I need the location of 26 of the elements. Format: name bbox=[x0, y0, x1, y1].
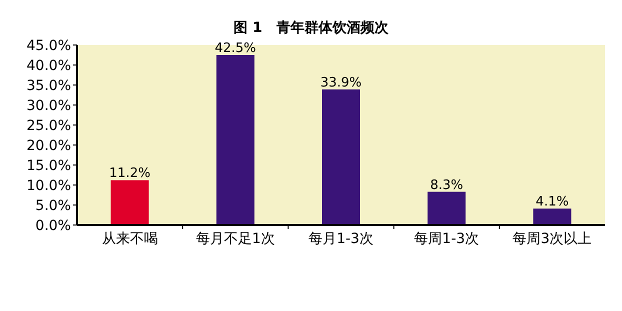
y-tick-label: 30.0% bbox=[26, 98, 71, 114]
x-tick-label: 每周1-3次 bbox=[414, 231, 480, 247]
bar bbox=[428, 192, 466, 225]
y-tick-label: 0.0% bbox=[35, 218, 71, 234]
x-tick-label: 每月1-3次 bbox=[308, 231, 374, 247]
data-label: 8.3% bbox=[430, 178, 464, 193]
x-tick-label: 每周3次以上 bbox=[512, 231, 592, 247]
x-tick-label: 每月不足1次 bbox=[196, 231, 275, 247]
bar bbox=[110, 180, 149, 225]
data-label: 42.5% bbox=[214, 41, 256, 56]
y-tick-label: 25.0% bbox=[26, 118, 71, 134]
y-tick-label: 35.0% bbox=[26, 78, 71, 94]
data-label: 11.2% bbox=[109, 166, 150, 182]
bar bbox=[533, 208, 572, 225]
data-label: 4.1% bbox=[536, 194, 569, 210]
bar bbox=[322, 89, 360, 225]
y-tick-label: 5.0% bbox=[35, 198, 71, 214]
y-tick-label: 20.0% bbox=[26, 138, 71, 154]
y-tick-label: 10.0% bbox=[26, 178, 71, 194]
chart-title: 图 1 青年群体饮酒频次 bbox=[234, 20, 390, 36]
y-tick-label: 45.0% bbox=[26, 38, 71, 54]
y-tick-label: 40.0% bbox=[26, 58, 71, 74]
bar bbox=[216, 55, 254, 225]
data-label: 33.9% bbox=[320, 75, 362, 90]
y-tick-label: 15.0% bbox=[26, 158, 71, 174]
x-tick-label: 从来不喝 bbox=[102, 231, 158, 247]
